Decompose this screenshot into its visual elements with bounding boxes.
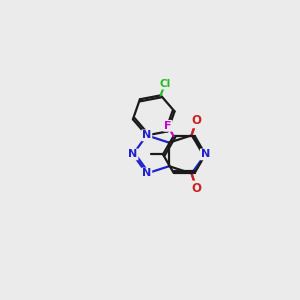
Text: N: N: [128, 149, 137, 159]
Text: Cl: Cl: [159, 79, 170, 89]
Text: N: N: [142, 130, 152, 140]
Text: N: N: [201, 149, 210, 159]
Text: O: O: [191, 182, 201, 194]
Text: F: F: [164, 121, 171, 131]
Text: N: N: [142, 169, 152, 178]
Text: O: O: [191, 114, 201, 127]
